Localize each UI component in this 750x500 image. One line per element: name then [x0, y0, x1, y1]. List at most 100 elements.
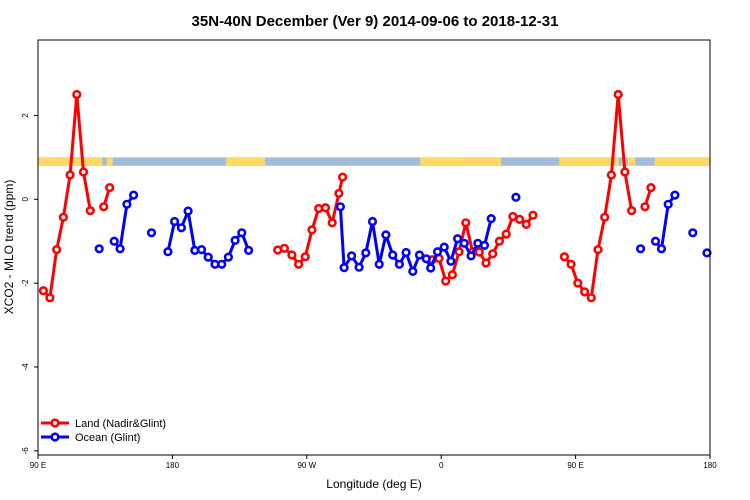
- y-axis: 2 0 -2 -4 -6: [21, 113, 38, 455]
- data-point: [447, 270, 458, 280]
- data-point: [78, 167, 89, 177]
- legend-label: Ocean (Glint): [75, 432, 140, 444]
- data-point: [354, 262, 364, 272]
- data-point: [688, 228, 698, 238]
- data-point: [105, 183, 115, 193]
- data-point: [453, 234, 463, 244]
- y-tick-label: -4: [21, 363, 30, 371]
- data-point: [514, 214, 525, 224]
- y-tick-label: -6: [21, 447, 30, 455]
- data-point: [146, 228, 157, 238]
- data-point: [374, 259, 384, 269]
- x-tick-label: 90 E: [567, 461, 583, 470]
- data-point: [223, 252, 233, 262]
- data-point: [501, 229, 511, 239]
- legend: Land (Nadir&Glint) Ocean (Glint): [41, 418, 166, 444]
- data-point: [300, 252, 310, 262]
- data-point: [414, 250, 425, 260]
- x-tick-label: 180: [166, 461, 180, 470]
- series-1: [94, 190, 712, 277]
- data-point: [334, 188, 344, 198]
- data-point: [635, 244, 646, 254]
- band-land: [106, 157, 113, 166]
- data-point: [439, 242, 449, 252]
- legend-entry: Ocean (Glint): [41, 432, 140, 444]
- data-point: [454, 247, 464, 257]
- data-point: [486, 214, 496, 224]
- data-point: [421, 254, 431, 264]
- data-point: [320, 203, 331, 213]
- data-point: [129, 190, 139, 200]
- data-point: [466, 251, 476, 261]
- data-point: [339, 263, 349, 273]
- x-tick-label: 180: [703, 461, 717, 470]
- data-point: [593, 245, 603, 255]
- x-tick-label: 90 E: [30, 461, 46, 470]
- data-point: [287, 250, 297, 260]
- data-point: [446, 256, 456, 266]
- legend-marker: [50, 418, 60, 428]
- legend-label: Land (Nadir&Glint): [75, 418, 166, 430]
- data-point: [361, 248, 371, 258]
- data-point: [183, 206, 193, 216]
- data-point: [52, 245, 62, 255]
- data-point: [573, 278, 583, 288]
- data-point: [338, 172, 348, 182]
- y-axis-label: XCO2 - MLO trend (ppm): [2, 180, 16, 315]
- data-point: [367, 216, 378, 227]
- series-line: [113, 194, 135, 251]
- data-point: [640, 202, 650, 212]
- data-point: [381, 230, 391, 240]
- data-point: [176, 223, 186, 233]
- data-point: [613, 89, 623, 100]
- data-point: [237, 228, 247, 238]
- data-point: [72, 89, 82, 100]
- y-tick-label: 0: [21, 197, 30, 202]
- plot-frame: [37, 39, 711, 456]
- data-point: [65, 170, 75, 180]
- data-point: [335, 202, 346, 212]
- data-point: [196, 245, 207, 255]
- data-point: [115, 244, 125, 254]
- surface-band: [38, 157, 710, 166]
- data-point: [230, 235, 240, 245]
- data-point: [626, 206, 637, 216]
- data-point: [388, 250, 398, 260]
- data-point: [600, 212, 610, 222]
- data-point: [94, 244, 104, 254]
- data-point: [670, 190, 680, 200]
- data-point: [461, 218, 471, 228]
- data-point: [58, 212, 69, 222]
- data-point: [45, 293, 55, 303]
- data-point: [488, 249, 498, 259]
- data-point: [650, 236, 661, 246]
- data-point: [85, 206, 95, 216]
- data-point: [459, 238, 469, 248]
- data-point: [663, 199, 673, 209]
- data-point: [401, 247, 411, 258]
- data-point: [511, 192, 521, 202]
- band-land: [705, 157, 710, 166]
- data-point: [474, 247, 484, 257]
- data-point: [432, 247, 443, 257]
- data-point: [620, 167, 630, 177]
- data-point: [702, 248, 712, 258]
- x-tick-label: 0: [439, 461, 444, 470]
- x-axis: 90 E 180 90 W 0 90 E 180: [30, 455, 717, 470]
- data-point: [559, 252, 570, 262]
- data-point: [408, 266, 418, 277]
- legend-entry: Land (Nadir&Glint): [41, 418, 166, 430]
- band-land: [226, 157, 265, 166]
- data-point: [606, 170, 617, 180]
- band-ocean: [38, 157, 710, 166]
- data-point: [217, 259, 227, 269]
- data-point: [122, 199, 132, 209]
- data-point: [646, 183, 656, 193]
- data-point: [656, 244, 667, 254]
- band-land: [627, 157, 636, 166]
- data-point: [347, 251, 357, 261]
- data-point: [99, 202, 109, 212]
- data-point: [203, 252, 213, 262]
- x-tick-label: 90 W: [297, 461, 316, 470]
